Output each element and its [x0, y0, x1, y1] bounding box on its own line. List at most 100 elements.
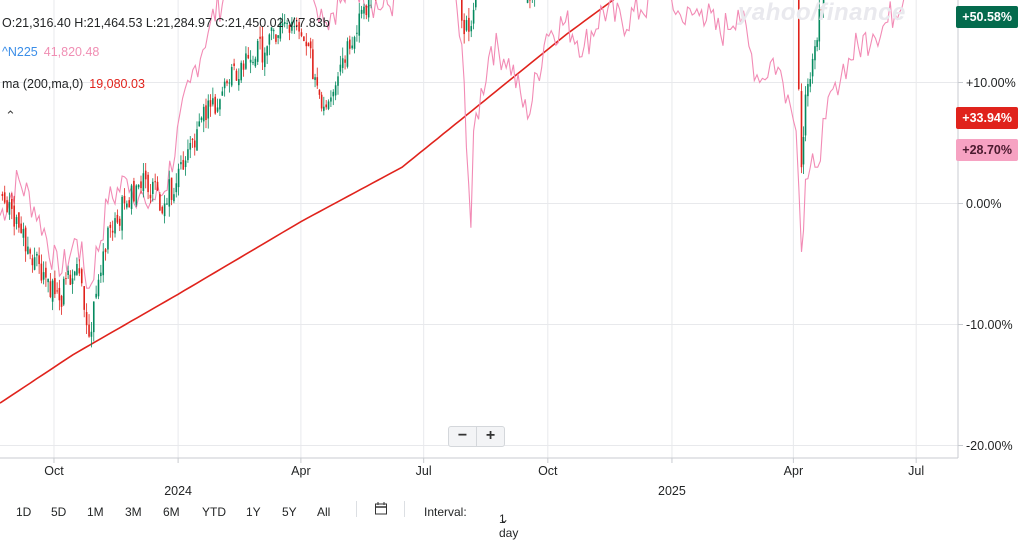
candle-body [468, 18, 470, 32]
candle-body [47, 279, 49, 282]
candle-body [175, 183, 177, 192]
candle-body [816, 40, 818, 47]
candle-body [475, 0, 477, 7]
range-all-button[interactable]: All [317, 505, 330, 519]
candle-body [247, 55, 249, 58]
candle-body [6, 200, 8, 212]
candle-body [221, 91, 223, 95]
range-5y-button[interactable]: 5Y [282, 505, 297, 519]
candle-body [102, 251, 104, 275]
y-axis-tick-labels: +40.00%+30.00%+20.00%+10.00%0.00%-10.00%… [966, 0, 1016, 453]
candle-body [344, 59, 346, 62]
candle-body [54, 278, 56, 294]
candle-body [330, 97, 332, 101]
candle-body [325, 105, 327, 108]
ma-value: 19,080.03 [89, 77, 145, 91]
yahoo-finance-watermark: yahoo/finance [738, 0, 906, 27]
candle-body [243, 64, 245, 70]
price-chart[interactable]: +40.00%+30.00%+20.00%+10.00%0.00%-10.00%… [0, 0, 1024, 521]
candle-body [801, 91, 803, 167]
candle-body [11, 199, 13, 209]
candle-body [194, 141, 196, 148]
candle-body [56, 290, 58, 291]
candle-body [312, 49, 314, 79]
zoom-out-button[interactable]: − [449, 427, 476, 446]
x-tick-label: Apr [784, 464, 803, 478]
volume-value: V:7.83b [287, 16, 330, 30]
candle-body [166, 203, 168, 204]
candle-body [240, 63, 242, 81]
candle-body [143, 173, 145, 191]
collapse-legend-icon[interactable]: ⌃ [5, 108, 16, 124]
x-tick-label: Apr [291, 464, 310, 478]
candle-body [70, 275, 72, 285]
candle-body [366, 6, 368, 15]
range-5d-button[interactable]: 5D [51, 505, 66, 519]
x-tick-label: Oct [538, 464, 558, 478]
candle-body [252, 62, 254, 63]
candle-body [76, 264, 78, 275]
calendar-icon[interactable] [375, 502, 387, 518]
candle-body [301, 32, 303, 36]
legend-ma[interactable]: ma (200,ma,0) 19,080.03 [2, 77, 145, 91]
candle-body [72, 278, 74, 284]
candle-body [98, 280, 100, 297]
candle-body [273, 30, 275, 31]
candle-body [463, 20, 465, 34]
candle-body [178, 169, 180, 187]
compare-symbol[interactable]: ^N225 [2, 45, 38, 59]
candle-body [229, 83, 231, 84]
candle-body [255, 59, 257, 66]
candle-body [356, 33, 358, 34]
y-tick-label: +10.00% [966, 76, 1016, 90]
candle-body [305, 42, 307, 47]
zoom-in-button[interactable]: + [476, 427, 504, 446]
range-6m-button[interactable]: 6M [163, 505, 180, 519]
compare-change-badge: +28.70% [956, 139, 1018, 161]
series-candles [2, 0, 958, 347]
range-1m-button[interactable]: 1M [87, 505, 104, 519]
candle-body [50, 281, 52, 297]
range-1d-button[interactable]: 1D [16, 505, 31, 519]
candle-body [347, 41, 349, 67]
close-value: C:21,450.02 [215, 16, 283, 30]
candle-body [25, 228, 27, 252]
candle-body [231, 67, 233, 85]
range-1y-button[interactable]: 1Y [246, 505, 261, 519]
candle-body [83, 286, 85, 310]
candle-body [61, 296, 63, 307]
candle-body [171, 178, 173, 200]
candle-body [182, 160, 184, 170]
candle-body [803, 137, 805, 164]
candle-body [119, 219, 121, 226]
candle-body [59, 288, 61, 300]
candle-body [185, 161, 187, 167]
candle-body [65, 278, 67, 279]
candle-body [32, 258, 34, 265]
candle-body [36, 254, 38, 256]
candle-body [63, 279, 65, 305]
candle-body [226, 81, 228, 84]
candle-body [349, 40, 351, 49]
candle-body [196, 129, 198, 150]
range-3m-button[interactable]: 3M [125, 505, 142, 519]
ma-label[interactable]: ma (200,ma,0) [2, 77, 83, 91]
range-ytd-button[interactable]: YTD [202, 505, 226, 519]
candle-body [224, 82, 226, 89]
candle-body [43, 272, 45, 280]
candle-body [126, 204, 128, 208]
candle-body [133, 181, 135, 201]
compare-line [0, 0, 957, 288]
candle-body [203, 107, 205, 122]
candle-body [41, 264, 43, 281]
candle-body [259, 37, 261, 39]
candle-body [131, 186, 133, 209]
candle-body [107, 228, 109, 250]
candle-body [121, 197, 123, 231]
candle-body [262, 36, 264, 62]
candle-body [314, 77, 316, 80]
x-year-label: 2025 [658, 484, 686, 498]
y-tick-label: -20.00% [966, 439, 1013, 453]
